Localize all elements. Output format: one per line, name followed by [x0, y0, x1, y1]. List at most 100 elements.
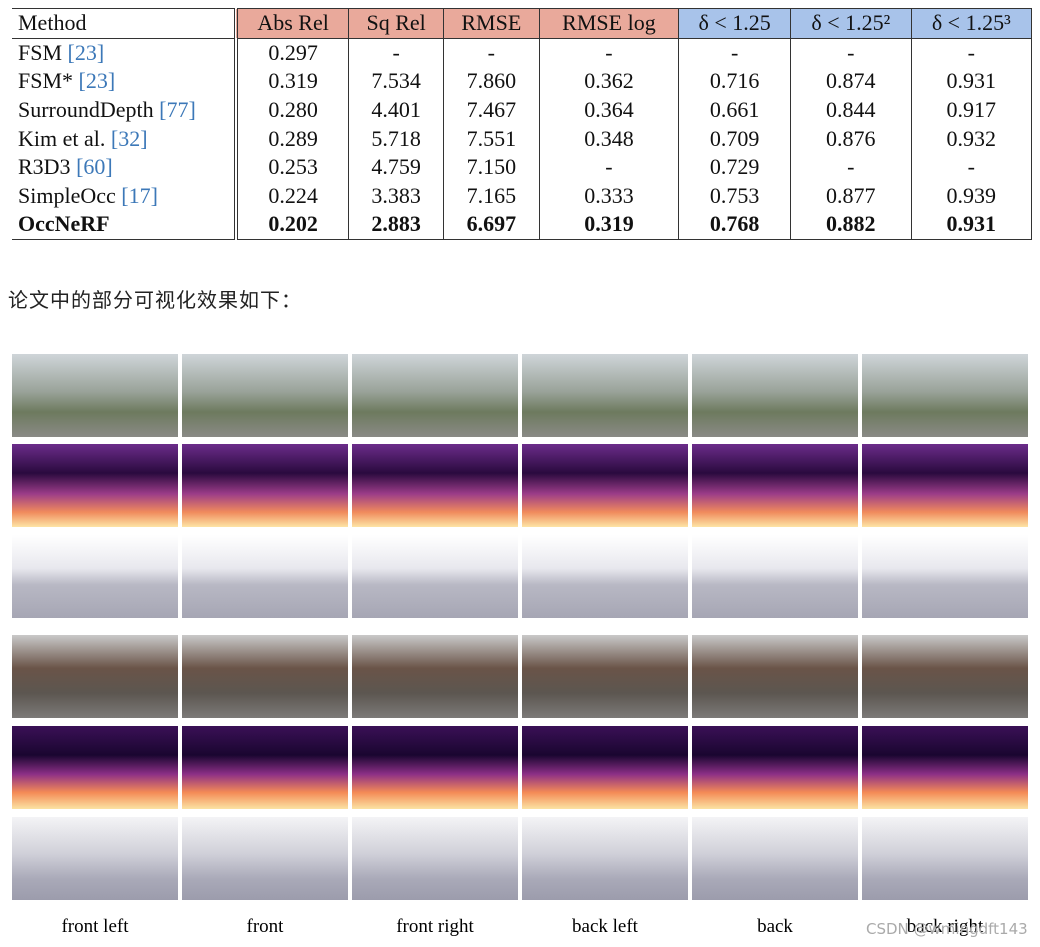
- value-cell: -: [790, 152, 912, 182]
- value-cell: 0.917: [911, 95, 1032, 125]
- image-tile: [12, 817, 178, 900]
- caption: 论文中的部分可视化效果如下：: [8, 288, 302, 312]
- image-tile: [692, 726, 858, 809]
- value-cell: -: [443, 38, 540, 68]
- value-cell: 7.150: [443, 152, 540, 182]
- value-cell: 0.364: [539, 95, 680, 125]
- image-tile: [182, 726, 348, 809]
- table-row: SurroundDepth [77] 0.280 4.401 7.467 0.364 0.…: [12, 95, 1032, 125]
- table-row: SimpleOcc [17] 0.224 3.383 7.165 0.333 0.753 0…: [12, 181, 1032, 211]
- view-label: back: [757, 916, 793, 937]
- image-tile: [352, 354, 518, 437]
- image-tile: [522, 444, 688, 527]
- citation: [23]: [67, 39, 105, 65]
- image-tile: [692, 444, 858, 527]
- value-cell: 0.716: [678, 67, 792, 96]
- method-name: SimpleOcc: [18, 182, 116, 208]
- view-label: front left: [61, 916, 129, 937]
- image-tile: [522, 726, 688, 809]
- value-cell: 0.931: [911, 210, 1032, 240]
- image-tile: [862, 535, 1028, 618]
- value-cell: -: [539, 152, 680, 182]
- image-tile: [12, 444, 178, 527]
- header-cell: δ < 1.25²: [790, 8, 912, 39]
- value-cell: 0.348: [539, 124, 680, 153]
- method-cell: OccNeRF: [12, 210, 238, 240]
- table-row: OccNeRF 0.202 2.883 6.697 0.319 0.768 0.882 0.9…: [12, 210, 1032, 240]
- view-label: back right: [906, 916, 984, 937]
- citation: [23]: [78, 68, 116, 94]
- method-name: Kim et al.: [18, 125, 106, 151]
- image-tile: [862, 354, 1028, 437]
- view-label: front right: [396, 916, 474, 937]
- image-tile: [862, 726, 1028, 809]
- method-name: SurroundDepth: [18, 97, 154, 123]
- image-tile: [352, 817, 518, 900]
- value-cell: 4.759: [348, 152, 445, 182]
- header-cell: RMSE log: [539, 8, 680, 39]
- image-tile: [182, 444, 348, 527]
- value-cell: 0.297: [236, 38, 350, 68]
- table-row: FSM* [23] 0.319 7.534 7.860 0.362 0.716 0.874 0…: [12, 67, 1032, 96]
- method-cell: Kim et al. [32]: [12, 124, 238, 153]
- citation: [32]: [110, 125, 148, 151]
- citation: [17]: [121, 182, 158, 208]
- table-row: R3D3 [60] 0.253 4.759 7.150-0.729- -: [12, 152, 1032, 182]
- citation: [60]: [76, 154, 113, 180]
- image-tile: [522, 354, 688, 437]
- table-row: FSM [23] 0.297- - - - - -: [12, 38, 1032, 68]
- image-tile: [12, 635, 178, 718]
- method-name: R3D3: [18, 154, 71, 180]
- value-cell: 0.319: [236, 67, 350, 96]
- value-cell: -: [348, 38, 445, 68]
- header-cell: Sq Rel: [348, 8, 445, 39]
- value-cell: 0.876: [790, 124, 912, 153]
- header-cell: RMSE: [443, 8, 540, 39]
- method-cell: FSM* [23]: [12, 67, 238, 96]
- image-tile: [692, 817, 858, 900]
- header-cell: Method: [12, 8, 238, 39]
- value-cell: 0.729: [678, 152, 792, 182]
- method-cell: SimpleOcc [17]: [12, 181, 238, 211]
- header-cell: δ < 1.25³: [911, 8, 1032, 39]
- value-cell: -: [911, 152, 1032, 182]
- image-tile: [862, 444, 1028, 527]
- method-cell: R3D3 [60]: [12, 152, 238, 182]
- value-cell: -: [539, 38, 680, 68]
- value-cell: 0.289: [236, 124, 350, 153]
- value-cell: -: [678, 38, 792, 68]
- image-tile: [862, 635, 1028, 718]
- value-cell: 0.931: [911, 67, 1032, 96]
- value-cell: 7.534: [348, 67, 445, 96]
- method-cell: SurroundDepth [77]: [12, 95, 238, 125]
- value-cell: -: [790, 38, 912, 68]
- image-tile: [352, 444, 518, 527]
- value-cell: 3.383: [348, 181, 445, 211]
- method-cell: FSM [23]: [12, 38, 238, 68]
- value-cell: 0.932: [911, 124, 1032, 153]
- image-tile: [12, 535, 178, 618]
- view-label: front: [246, 916, 284, 937]
- image-tile: [692, 535, 858, 618]
- value-cell: 0.224: [236, 181, 350, 211]
- value-cell: 7.860: [443, 67, 540, 96]
- image-tile: [12, 354, 178, 437]
- value-cell: 0.202: [236, 210, 350, 240]
- view-label: back left: [572, 916, 638, 937]
- image-tile: [182, 535, 348, 618]
- value-cell: 0.877: [790, 181, 912, 211]
- value-cell: 0.253: [236, 152, 350, 182]
- value-cell: 0.709: [678, 124, 792, 153]
- watermark: CSDN @wmingdft143: [866, 920, 1028, 938]
- header-cell: Abs Rel: [236, 8, 350, 39]
- value-cell: 0.844: [790, 95, 912, 125]
- image-tile: [352, 726, 518, 809]
- header-cell: δ < 1.25: [678, 8, 792, 39]
- value-cell: 0.333: [539, 181, 680, 211]
- image-tile: [692, 635, 858, 718]
- value-cell: 0.753: [678, 181, 792, 211]
- image-tile: [522, 535, 688, 618]
- value-cell: 0.768: [678, 210, 792, 240]
- image-tile: [182, 354, 348, 437]
